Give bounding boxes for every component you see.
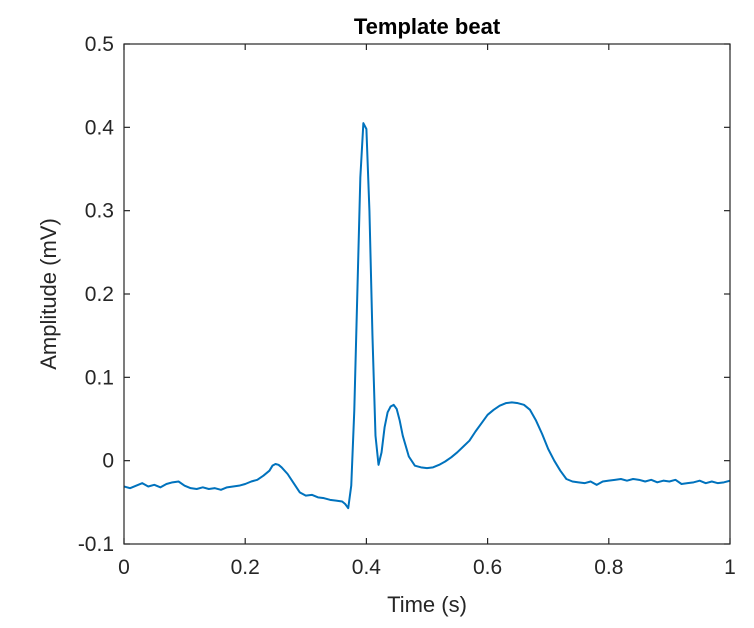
y-tick-label: 0.2 [85,283,114,306]
x-tick-label: 0.8 [594,556,623,579]
x-tick-label: 0.4 [352,556,382,579]
y-tick-label: 0 [102,450,114,473]
y-tick-label: 0.5 [85,33,114,56]
axes: 0 0.2 0.4 0.6 0.8 1-0.100.10.20.30.40.5 [78,33,736,579]
chart-title: Template beat [354,14,501,39]
plot-area [124,122,730,510]
y-axis-label: Amplitude (mV) [36,218,61,370]
y-tick-label: 0.4 [85,116,115,139]
y-tick-label: 0.1 [85,366,114,389]
y-tick-label: 0.3 [85,200,114,223]
x-axis-label: Time (s) [387,592,467,617]
x-tick-label: 1 [724,556,736,579]
ecg-series-line [124,122,730,510]
x-tick-label: 0.6 [473,556,502,579]
y-tick-label: -0.1 [78,533,114,556]
x-tick-label: 0 [118,556,130,579]
x-tick-label: 0.2 [231,556,260,579]
